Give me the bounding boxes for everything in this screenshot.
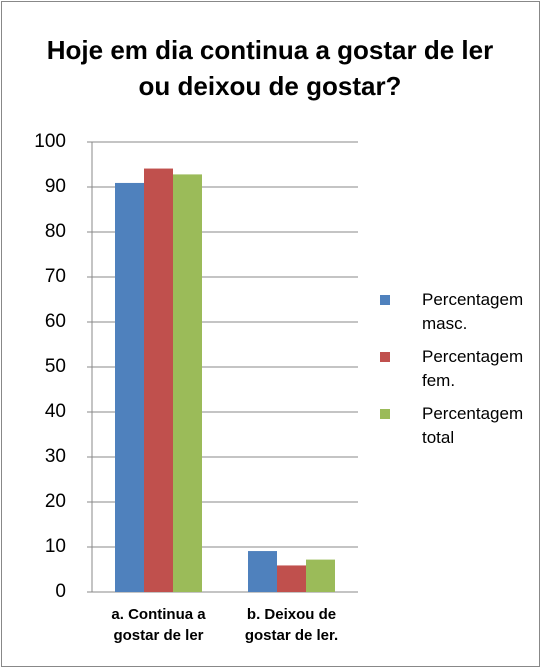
bar bbox=[248, 551, 277, 592]
legend-swatch bbox=[380, 295, 390, 305]
y-tick-label: 90 bbox=[45, 176, 66, 197]
bar bbox=[277, 565, 306, 592]
y-tick-label: 30 bbox=[45, 446, 66, 467]
chart-title: Hoje em dia continua a gostar de ler ou … bbox=[46, 35, 494, 101]
y-tick-label: 10 bbox=[45, 536, 66, 557]
legend-swatch bbox=[380, 409, 390, 419]
legend-label: Percentagem fem. bbox=[422, 347, 524, 390]
y-tick-label: 0 bbox=[55, 581, 66, 602]
y-tick-label: 70 bbox=[45, 266, 66, 287]
y-tick-label: 80 bbox=[45, 221, 66, 242]
y-tick-label: 50 bbox=[45, 356, 66, 377]
bar bbox=[115, 182, 144, 592]
legend-swatch bbox=[380, 352, 390, 362]
x-tick-label: a. Continua a gostar de ler bbox=[111, 606, 206, 644]
y-tick-label: 60 bbox=[45, 311, 66, 332]
y-tick-label: 20 bbox=[45, 491, 66, 512]
legend-label: Percentagem masc. bbox=[422, 290, 524, 333]
bar bbox=[306, 559, 335, 592]
bar bbox=[144, 168, 173, 593]
y-tick-label: 100 bbox=[34, 131, 66, 152]
legend-label: Percentagem total bbox=[422, 404, 524, 447]
x-tick-label: b. Deixou de gostar de ler. bbox=[244, 606, 339, 644]
y-tick-label: 40 bbox=[45, 401, 66, 422]
bar bbox=[173, 174, 202, 592]
